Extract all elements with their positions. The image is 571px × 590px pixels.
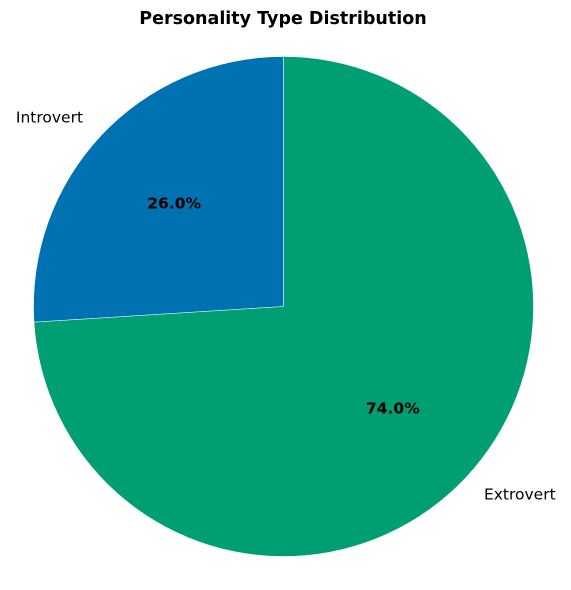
- slice-label-extrovert: Extrovert: [484, 485, 556, 503]
- slice-label-introvert: Introvert: [16, 109, 83, 127]
- chart-title: Personality Type Distribution: [139, 9, 426, 29]
- pie-slice-introvert: [33, 56, 284, 323]
- pie-slice-extrovert: [33, 56, 534, 557]
- slice-percent-introvert: 26.0%: [147, 194, 201, 212]
- slice-percent-extrovert: 74.0%: [366, 400, 420, 418]
- pie-slices: [33, 56, 534, 557]
- pie-labels: Introvert 26.0% Extrovert 74.0%: [16, 109, 556, 504]
